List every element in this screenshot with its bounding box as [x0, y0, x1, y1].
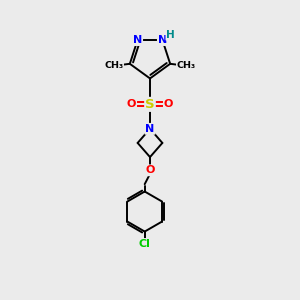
Text: S: S [145, 98, 155, 111]
Text: N: N [158, 35, 167, 45]
Text: CH₃: CH₃ [104, 61, 123, 70]
Text: O: O [127, 99, 136, 110]
Text: O: O [164, 99, 173, 110]
Text: N: N [133, 35, 142, 45]
Text: H: H [166, 30, 175, 40]
Text: N: N [146, 124, 154, 134]
Text: Cl: Cl [139, 239, 151, 249]
Text: CH₃: CH₃ [177, 61, 196, 70]
Text: O: O [145, 165, 155, 175]
